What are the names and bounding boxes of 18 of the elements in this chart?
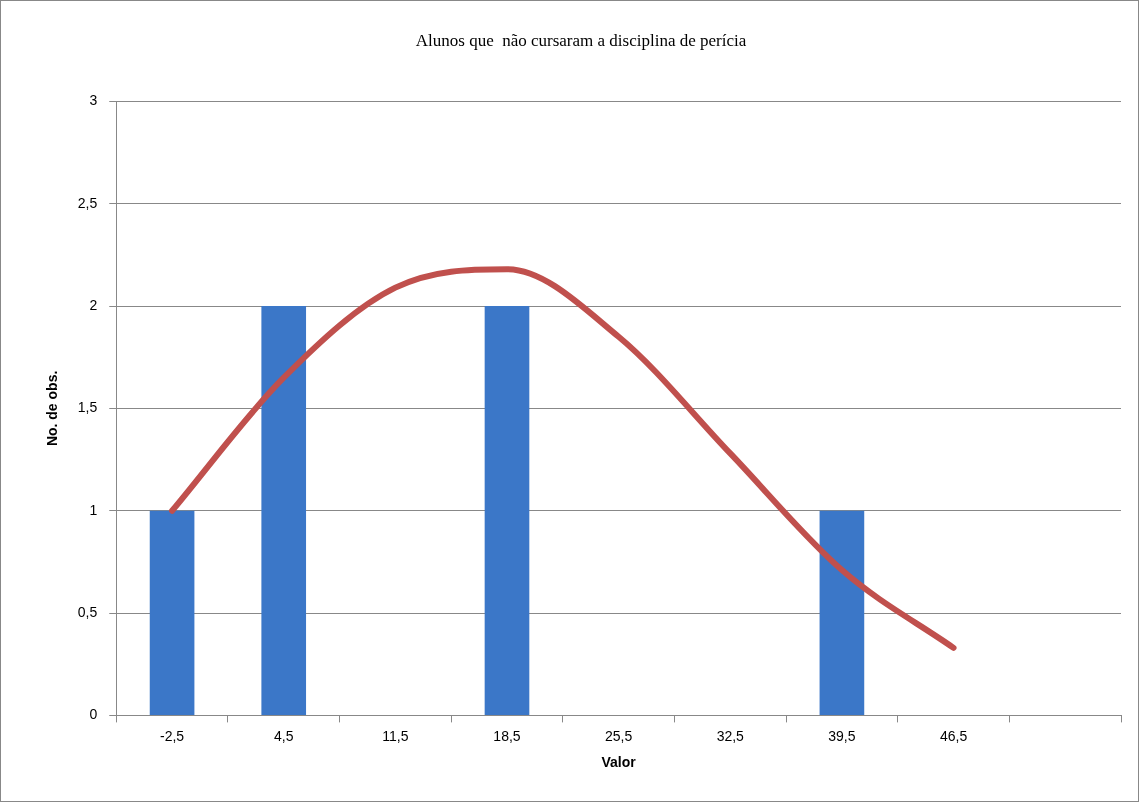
y-tick-label: 2 (89, 296, 98, 313)
x-tick-label: 32,5 (716, 727, 745, 744)
x-tick-label: 25,5 (605, 727, 633, 744)
y-tick-label: 1,5 (77, 399, 98, 416)
x-axis-title: Valor (601, 754, 637, 771)
x-tick-label: 18,5 (493, 727, 521, 744)
x-tick-label: -2,5 (160, 727, 185, 744)
y-tick-label: 2,5 (77, 194, 98, 211)
chart-title: Alunos que não cursaram a disciplina de perícia (415, 30, 747, 50)
y-tick-label: 1 (89, 501, 98, 518)
y-tick-label: 3 (89, 92, 98, 109)
x-tick-label: 4,5 (273, 727, 294, 744)
x-tick-label: 39,5 (828, 727, 856, 744)
y-tick-label: 0 (89, 706, 98, 723)
x-tick-label: 46,5 (939, 727, 968, 744)
x-tick-label: 11,5 (382, 727, 409, 744)
y-axis-title: No. de obs. (44, 370, 61, 447)
y-tick-label: 0,5 (77, 603, 98, 620)
